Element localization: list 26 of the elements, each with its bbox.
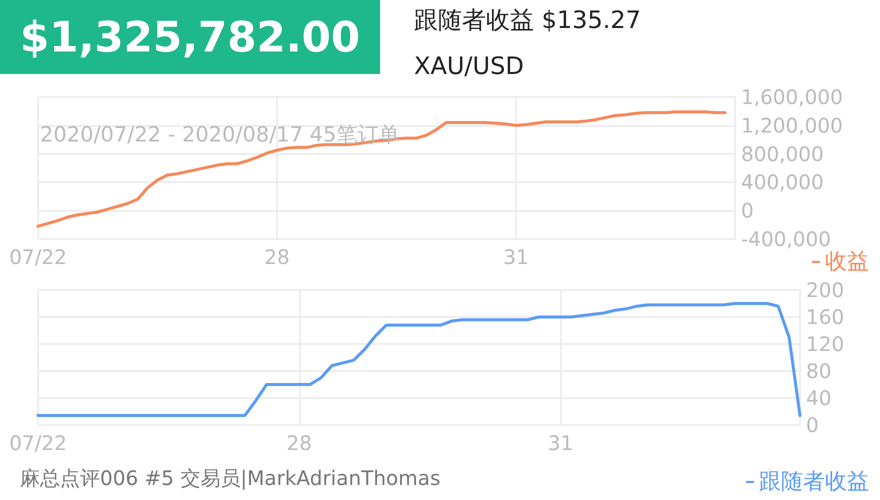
text: 麻总点评006 #5 交易员|MarkAdrianThomas xyxy=(20,466,440,490)
y-tick-label: 120 xyxy=(806,332,844,356)
y-tick-label: 160 xyxy=(806,305,844,329)
y-tick-label: 1,200,000 xyxy=(741,113,843,138)
y-tick-label: 0 xyxy=(741,198,754,223)
y-tick-label: 1,600,000 xyxy=(741,85,843,109)
y-tick-label: -400,000 xyxy=(741,227,831,251)
x-tick-label: 31 xyxy=(503,245,529,269)
line-series xyxy=(36,110,727,228)
chart-subtitle: 跟随者收益 $135.27 xyxy=(414,6,641,34)
y-tick-label: 400,000 xyxy=(741,170,824,194)
x-tick-label: 28 xyxy=(286,431,312,455)
y-tick-label: 0 xyxy=(806,413,819,437)
x-tick-label: 07/22 xyxy=(9,431,67,455)
x-tick-label: 31 xyxy=(548,431,574,455)
x-tick-label: 07/22 xyxy=(9,245,67,269)
line-series xyxy=(36,302,802,418)
x-tick-label: 28 xyxy=(264,245,290,269)
text: XAU/USD xyxy=(414,52,524,80)
y-tick-label: 80 xyxy=(806,359,832,383)
y-tick-label: 40 xyxy=(806,386,832,410)
y-tick-label: 800,000 xyxy=(741,142,824,166)
legend-label: 收益 xyxy=(825,250,869,274)
legend-label: 跟随者收益 xyxy=(759,470,869,494)
y-tick-label: 200 xyxy=(806,278,844,302)
chart-title: $1,325,782.00 xyxy=(20,12,360,62)
